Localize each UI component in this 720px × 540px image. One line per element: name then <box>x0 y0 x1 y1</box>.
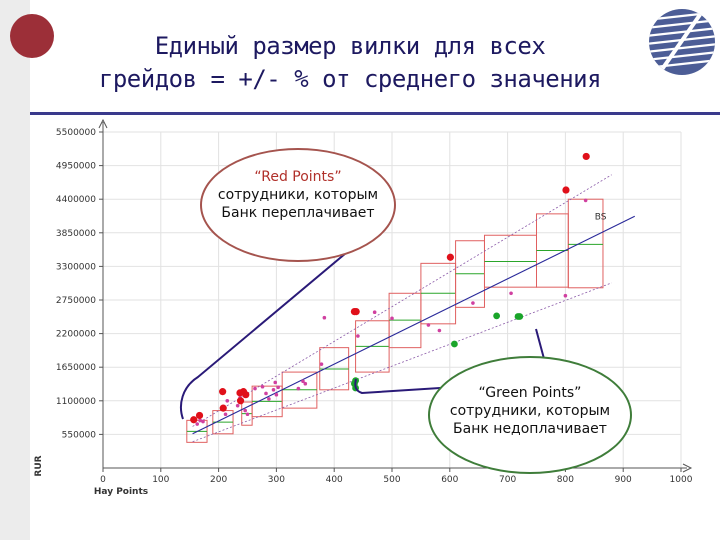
pink-point <box>225 399 230 403</box>
y-axis-label: RUR <box>34 455 44 476</box>
pink-point <box>260 384 265 389</box>
x-tick-label: 200 <box>210 475 227 485</box>
pink-point <box>267 397 271 401</box>
green-callout-title: “Green Points” <box>478 385 582 401</box>
pink-point <box>195 422 200 426</box>
green-point <box>451 340 458 348</box>
pink-point <box>243 408 247 413</box>
y-tick-label: 1650000 <box>56 363 96 373</box>
pink-point <box>271 388 276 392</box>
y-tick-label: 5500000 <box>56 128 96 138</box>
pink-point <box>253 386 257 391</box>
red-point <box>219 388 227 396</box>
y-tick-label: 2200000 <box>56 330 96 340</box>
pink-point <box>303 381 308 386</box>
x-tick-label: 1000 <box>670 475 693 485</box>
x-tick-label: 700 <box>499 475 516 485</box>
pink-point <box>319 362 324 366</box>
y-tick-label: 4950000 <box>56 162 96 172</box>
x-tick-label: 100 <box>152 475 169 485</box>
y-tick-label: 1100000 <box>56 397 96 407</box>
regression-label: BS <box>595 212 607 222</box>
y-tick-label: 3850000 <box>56 229 96 239</box>
left-decor-bar <box>0 0 30 540</box>
regression-line <box>192 215 636 435</box>
pink-point <box>509 291 513 296</box>
pink-point <box>223 412 228 417</box>
upper-bound-line <box>192 174 612 427</box>
red-point <box>190 416 198 424</box>
lower-bound-line <box>192 282 612 443</box>
title-divider <box>30 112 720 115</box>
red-point <box>236 397 245 405</box>
salary-scatter-chart: 550000 1100000 1650000 2200000 2750000 330000… <box>34 118 693 497</box>
red-callout-line-2: Банк переплачивает <box>221 205 375 221</box>
pink-point <box>471 301 475 305</box>
slide-title: Единый размер вилки для всех грейдов = +… <box>60 30 640 96</box>
pink-point <box>437 328 442 333</box>
pink-point <box>583 198 588 203</box>
pink-point <box>235 403 240 408</box>
pink-point <box>273 380 278 385</box>
red-point <box>195 411 204 420</box>
green-points-callout: “Green Points” сотрудники, которым Банк … <box>428 356 632 474</box>
x-tick-label: 500 <box>383 475 400 485</box>
decor-red-circle <box>10 14 54 58</box>
globe-logo-icon <box>649 9 715 75</box>
x-tick-label: 400 <box>326 475 343 485</box>
x-axis-arrow <box>682 463 693 473</box>
pink-point <box>356 334 360 338</box>
slide-title-line-1: Единый размер вилки для всех <box>154 32 546 60</box>
green-callout-line-1: сотрудники, которым <box>449 403 611 419</box>
red-point <box>242 391 250 399</box>
pink-point <box>276 385 280 390</box>
red-point <box>219 404 227 412</box>
red-bracket-left <box>179 252 347 420</box>
pink-point <box>245 412 250 417</box>
x-tick-label: 300 <box>268 475 285 485</box>
y-tick-label: 3300000 <box>56 262 96 272</box>
pink-point <box>198 418 202 423</box>
slide-title-line-2: грейдов = +/- % от среднего значения <box>98 65 602 93</box>
green-callout-line-2: Банк недоплачивает <box>453 421 607 437</box>
green-point <box>516 313 524 320</box>
y-tick-label: 550000 <box>62 430 97 440</box>
y-tick-label: 2750000 <box>56 296 96 306</box>
pink-point <box>264 391 268 396</box>
x-tick-label: 800 <box>557 475 574 485</box>
y-tick-label: 4400000 <box>56 195 96 205</box>
pink-point <box>390 316 394 321</box>
pink-point <box>301 379 305 384</box>
pink-point <box>296 386 301 391</box>
red-point <box>562 186 570 194</box>
green-bracket-left <box>354 378 551 395</box>
red-point <box>582 152 590 161</box>
pink-point <box>426 323 431 327</box>
green-point <box>493 312 501 320</box>
red-point <box>446 253 454 261</box>
red-callout-line-1: сотрудники, которым <box>217 187 379 203</box>
pink-point <box>274 392 279 397</box>
y-axis-arrow <box>98 118 108 129</box>
pink-point <box>563 293 568 298</box>
red-points-callout: “Red Points” сотрудники, которым Банк пе… <box>200 148 396 262</box>
x-axis-label: Hay Points <box>94 487 148 497</box>
red-point <box>352 308 360 316</box>
pink-point <box>322 315 327 320</box>
x-tick-label: 900 <box>615 475 632 485</box>
red-callout-title: “Red Points” <box>254 169 342 185</box>
pink-point <box>372 310 377 315</box>
x-tick-label: 0 <box>100 475 106 485</box>
x-tick-label: 600 <box>441 475 458 485</box>
pink-point <box>201 419 205 424</box>
